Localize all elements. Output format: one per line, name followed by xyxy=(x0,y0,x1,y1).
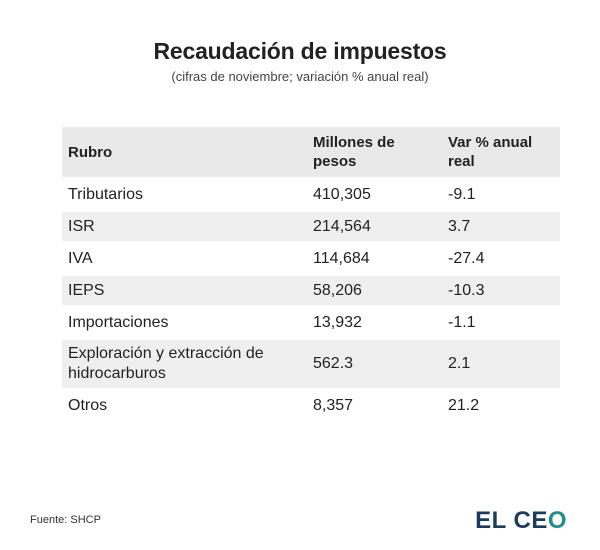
el-ceo-logo: EL CEO xyxy=(475,507,567,535)
table-row: Otros 8,357 21.2 xyxy=(62,388,560,420)
cell-rubro: IEPS xyxy=(62,273,307,307)
chart-title: Recaudación de impuestos xyxy=(153,38,447,64)
cell-rubro: Tributarios xyxy=(62,177,307,211)
cell-millones: 214,564 xyxy=(307,209,442,243)
tax-collection-table: Rubro Millones de pesos Var % anual real… xyxy=(62,127,560,420)
column-header-rubro: Rubro xyxy=(62,127,307,179)
cell-var: -1.1 xyxy=(442,305,560,339)
table-row: Exploración y extracción de hidrocarburo… xyxy=(62,337,560,390)
column-header-millones: Millones de pesos xyxy=(307,127,442,179)
table-row: ISR 214,564 3.7 xyxy=(62,209,560,243)
cell-rubro: Importaciones xyxy=(62,305,307,339)
cell-var: 2.1 xyxy=(442,337,560,390)
cell-millones: 114,684 xyxy=(307,241,442,275)
column-header-var: Var % anual real xyxy=(442,127,560,179)
cell-var: -9.1 xyxy=(442,177,560,211)
cell-millones: 13,932 xyxy=(307,305,442,339)
table-row: IEPS 58,206 -10.3 xyxy=(62,273,560,307)
cell-var: 21.2 xyxy=(442,388,560,420)
table-row: Tributarios 410,305 -9.1 xyxy=(62,177,560,211)
cell-millones: 410,305 xyxy=(307,177,442,211)
chart-subtitle: (cifras de noviembre; variación % anual … xyxy=(171,69,429,84)
cell-rubro: ISR xyxy=(62,209,307,243)
table-header-row: Rubro Millones de pesos Var % anual real xyxy=(62,127,560,179)
cell-millones: 58,206 xyxy=(307,273,442,307)
cell-rubro: Otros xyxy=(62,388,307,420)
table-row: IVA 114,684 -27.4 xyxy=(62,241,560,275)
logo-text: EL CE xyxy=(475,507,548,534)
cell-var: -27.4 xyxy=(442,241,560,275)
cell-rubro: Exploración y extracción de hidrocarburo… xyxy=(62,337,307,390)
cell-millones: 562.3 xyxy=(307,337,442,390)
logo-accent-letter: O xyxy=(547,507,567,534)
cell-var: -10.3 xyxy=(442,273,560,307)
cell-var: 3.7 xyxy=(442,209,560,243)
table-row: Importaciones 13,932 -1.1 xyxy=(62,305,560,339)
cell-rubro: IVA xyxy=(62,241,307,275)
cell-millones: 8,357 xyxy=(307,388,442,420)
source-note: Fuente: SHCP xyxy=(30,514,101,526)
